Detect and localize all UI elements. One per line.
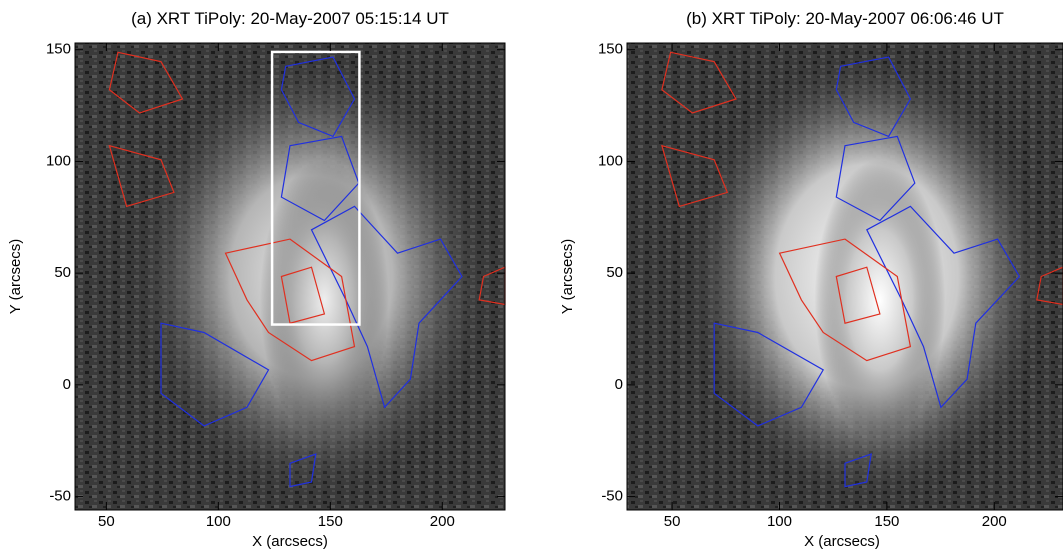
x-tick-label: 100 (767, 513, 792, 530)
chart-title: (a) XRT TiPoly: 20-May-2007 05:15:14 UT (131, 9, 449, 28)
contour-red (280, 266, 326, 324)
panel: 50 100 150 200 -50 0 50 100 150 (b) XRT TiPoly: 2… (559, 9, 1063, 550)
y-tick-label: 100 (598, 152, 623, 169)
plot-frame (74, 42, 506, 511)
y-tick-label: -50 (601, 488, 623, 505)
x-axis-label: X (arcsecs) (252, 533, 328, 550)
contour-blue (280, 56, 356, 138)
y-tick-label: 150 (598, 41, 623, 58)
image-glow (259, 159, 389, 440)
contour-blue (280, 135, 360, 222)
chart-title: (b) XRT TiPoly: 20-May-2007 06:06:46 UT (686, 9, 1004, 28)
contour-blue (844, 453, 872, 488)
x-tick-label: 200 (430, 513, 455, 530)
y-tick-label: 50 (54, 264, 71, 281)
x-axis-label: X (arcsecs) (804, 533, 880, 550)
y-axis-label: Y (arcsecs) (7, 239, 24, 315)
region-box (270, 50, 361, 326)
x-tick-label: 150 (874, 513, 899, 530)
y-tick-label: 0 (615, 376, 623, 393)
y-tick-label: 0 (63, 376, 71, 393)
contour-red (108, 144, 175, 208)
contour-blue (835, 135, 916, 222)
contour-red (1036, 266, 1063, 306)
contour-blue (289, 453, 317, 488)
y-axis-label: Y (arcsecs) (559, 239, 576, 315)
contour-red (661, 51, 737, 114)
contour-blue (160, 322, 270, 427)
contour-blue (835, 56, 912, 138)
contour-red (661, 144, 729, 208)
image-glow (814, 159, 946, 440)
contour-red (778, 238, 912, 362)
x-tick-label: 150 (318, 513, 343, 530)
contour-blue (713, 322, 825, 427)
contour-red (108, 51, 184, 114)
plot-frame (626, 42, 1063, 511)
contour-red (835, 266, 881, 324)
x-tick-label: 200 (982, 513, 1007, 530)
contour-blue (310, 205, 463, 409)
y-tick-label: 150 (46, 41, 71, 58)
x-tick-label: 50 (98, 513, 115, 530)
contour-red (224, 238, 356, 362)
x-tick-label: 50 (664, 513, 681, 530)
y-tick-label: 50 (606, 264, 623, 281)
x-tick-label: 100 (206, 513, 231, 530)
contour-blue (866, 205, 1021, 409)
panel: 50 100 150 200 -50 0 50 100 150 (a) XRT TiPoly: 2… (7, 9, 506, 550)
y-tick-label: -50 (49, 488, 71, 505)
y-tick-label: 100 (46, 152, 71, 169)
